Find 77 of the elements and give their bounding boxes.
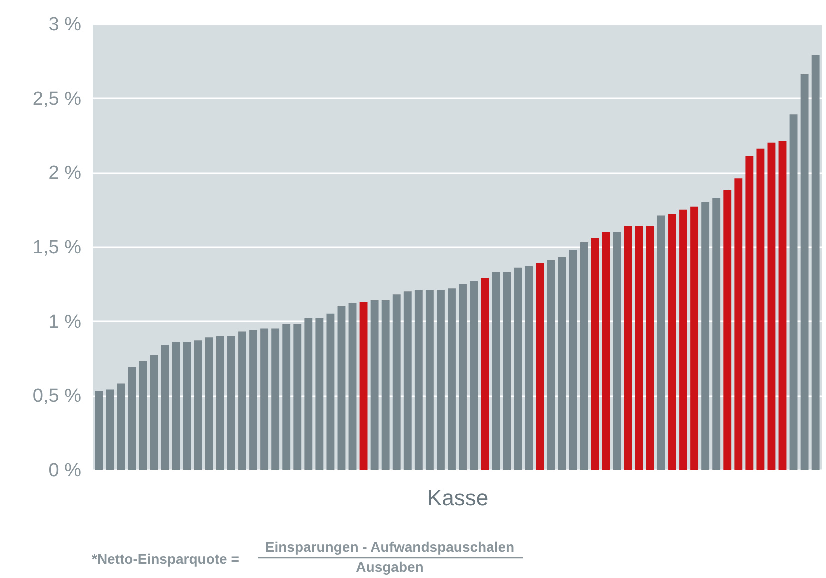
bar (734, 178, 743, 470)
bar (514, 268, 522, 470)
text: Einsparungen - Aufwandspauschalen (265, 539, 515, 555)
bar (414, 290, 423, 470)
bar (702, 202, 710, 470)
y-tick-label: 1 % (48, 312, 82, 333)
bar (95, 391, 104, 470)
bar (525, 266, 534, 470)
bar (338, 306, 346, 470)
bar (161, 345, 170, 470)
bar (404, 292, 412, 470)
bar (348, 303, 357, 470)
bar (470, 281, 478, 470)
bar (790, 114, 798, 470)
bar (238, 332, 246, 470)
bar (724, 190, 732, 470)
bar (426, 290, 434, 470)
bar (316, 318, 324, 470)
y-tick-label: 0,5 % (32, 386, 82, 408)
bar (392, 294, 401, 470)
bar (172, 342, 180, 470)
bar (613, 232, 622, 470)
bar (778, 141, 787, 470)
bar (668, 214, 676, 470)
bar (536, 263, 544, 470)
bar (569, 250, 578, 470)
bar (183, 342, 192, 470)
bar (106, 390, 114, 470)
y-tick-label: 2 % (48, 163, 82, 184)
bar (304, 318, 313, 470)
bar (800, 74, 809, 470)
bar (746, 156, 754, 470)
bar (591, 238, 600, 470)
bar (294, 324, 302, 470)
bar (646, 226, 654, 470)
bar (680, 210, 688, 470)
bar (326, 314, 335, 470)
bar (503, 272, 512, 470)
bar (194, 340, 202, 470)
bar (436, 290, 445, 470)
bar (282, 324, 291, 470)
x-axis-title: Kasse (427, 486, 489, 510)
bar (360, 302, 368, 470)
bar (658, 216, 666, 470)
text: *Netto-Einsparquote = (92, 551, 240, 567)
y-tick-label: 3 % (48, 14, 82, 36)
bar (117, 384, 126, 470)
bar (492, 272, 500, 470)
bar (624, 226, 632, 470)
bar (216, 336, 224, 470)
bar (635, 226, 644, 470)
bar (690, 206, 699, 470)
bar (756, 148, 765, 470)
y-tick-label: 0 % (48, 460, 82, 482)
text: Ausgaben (356, 559, 424, 575)
bar (547, 260, 556, 470)
bar (602, 232, 610, 470)
bar (370, 300, 379, 470)
bar (250, 330, 258, 470)
bar (382, 300, 390, 470)
bar (260, 328, 269, 470)
bar (558, 257, 566, 470)
bar (128, 367, 136, 470)
bar (812, 55, 820, 470)
bar (768, 142, 776, 470)
bar (228, 336, 236, 470)
bar (150, 356, 158, 470)
y-tick-label: 1,5 % (32, 238, 82, 258)
bar (139, 361, 148, 470)
bar (459, 284, 467, 470)
bar (712, 198, 721, 470)
bar (448, 288, 456, 470)
y-tick-label: 2,5 % (32, 88, 82, 110)
bar (580, 242, 588, 470)
bar (205, 338, 214, 470)
bar (272, 328, 280, 470)
bar (481, 278, 490, 470)
